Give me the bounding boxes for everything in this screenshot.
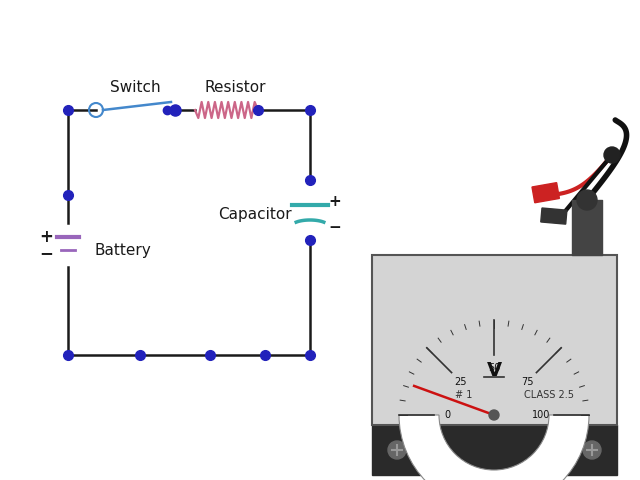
Text: 25: 25 xyxy=(454,377,467,387)
Circle shape xyxy=(604,147,620,163)
Text: V: V xyxy=(486,360,502,380)
Text: −: − xyxy=(39,244,53,262)
Text: +: + xyxy=(328,194,341,209)
Bar xyxy=(372,425,617,475)
Text: −: − xyxy=(328,220,341,236)
Bar xyxy=(532,183,559,203)
Bar xyxy=(572,200,602,255)
Text: CLASS 2.5: CLASS 2.5 xyxy=(524,390,574,400)
Text: 100: 100 xyxy=(532,410,550,420)
Text: Battery: Battery xyxy=(95,242,152,257)
Wedge shape xyxy=(399,415,589,480)
Text: # 1: # 1 xyxy=(455,390,473,400)
Text: Capacitor: Capacitor xyxy=(218,207,292,223)
Text: 0: 0 xyxy=(444,410,450,420)
Text: +: + xyxy=(39,228,53,246)
Circle shape xyxy=(388,441,406,459)
Text: Resistor: Resistor xyxy=(204,81,266,96)
Text: Switch: Switch xyxy=(109,81,160,96)
Text: 75: 75 xyxy=(521,377,534,387)
Circle shape xyxy=(583,441,601,459)
Bar xyxy=(372,255,617,425)
Text: 50: 50 xyxy=(488,363,500,373)
Circle shape xyxy=(489,410,499,420)
Circle shape xyxy=(577,190,597,210)
Bar xyxy=(541,208,567,224)
